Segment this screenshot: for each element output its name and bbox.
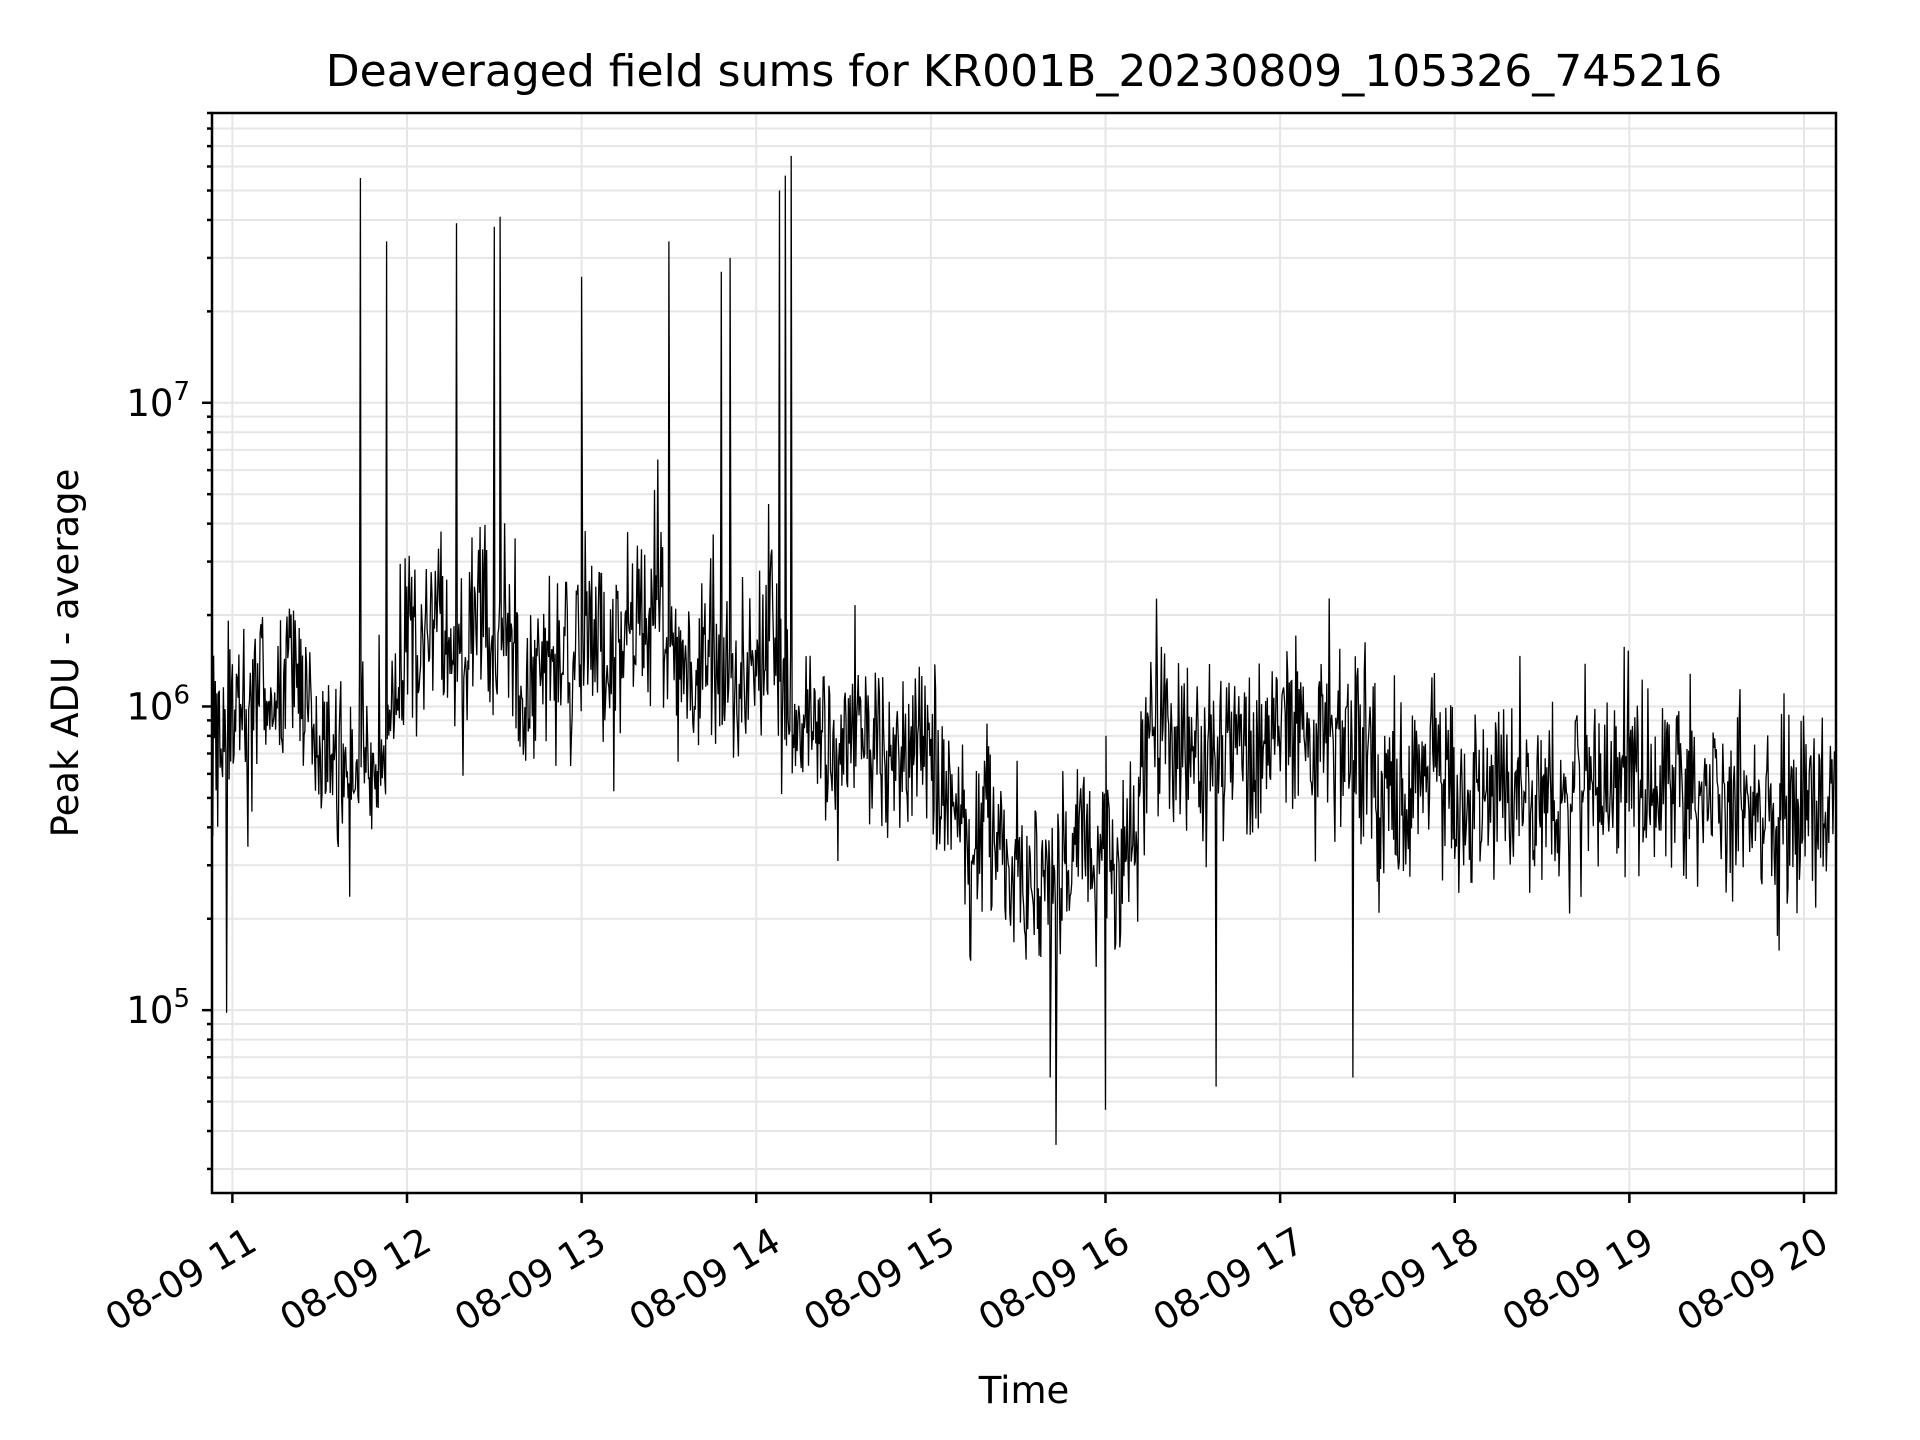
y-tick-label: 105: [126, 984, 190, 1032]
grid: [212, 112, 1836, 1193]
y-axis-label: Peak ADU - average: [44, 469, 87, 838]
plot-frame: [210, 111, 1838, 1195]
y-tick-label: 106: [126, 680, 190, 728]
series-line: [212, 155, 1836, 1145]
chart-title: Deaveraged field sums for KR001B_2023080…: [326, 46, 1722, 97]
y-axis: 105 106 107: [126, 111, 212, 1171]
x-axis-label: Time: [978, 1369, 1070, 1412]
series-trace: [212, 155, 1836, 1145]
y-tick-label: 107: [126, 377, 190, 425]
